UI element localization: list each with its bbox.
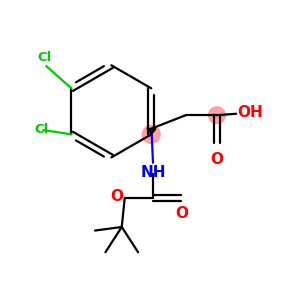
Text: OH: OH — [237, 105, 262, 120]
Text: Cl: Cl — [38, 51, 52, 64]
Text: O: O — [175, 206, 188, 221]
Text: O: O — [110, 189, 123, 204]
Circle shape — [142, 125, 160, 143]
Text: O: O — [210, 152, 224, 167]
Polygon shape — [147, 128, 156, 134]
Text: NH: NH — [141, 165, 167, 180]
Circle shape — [208, 107, 225, 124]
Text: Cl: Cl — [34, 123, 49, 136]
